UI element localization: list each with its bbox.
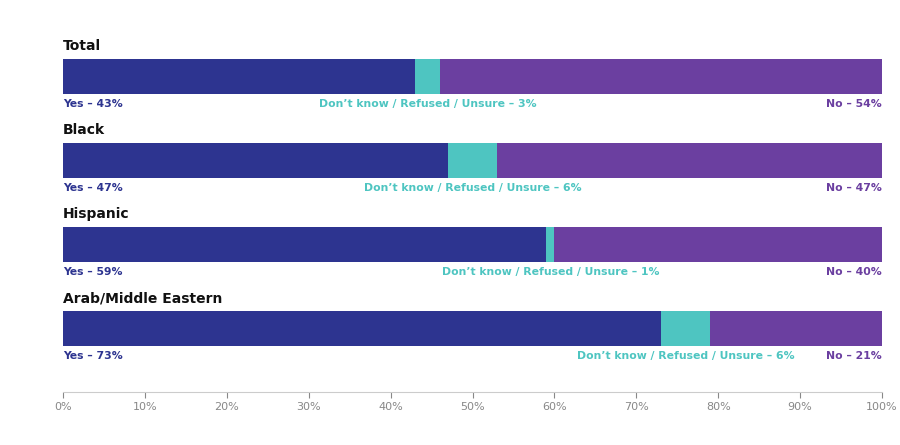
Text: Black: Black bbox=[63, 123, 105, 137]
Text: No – 54%: No – 54% bbox=[826, 99, 882, 109]
Bar bbox=[661, 311, 710, 346]
Bar bbox=[710, 311, 882, 346]
Bar bbox=[448, 143, 497, 178]
Text: No – 47%: No – 47% bbox=[826, 183, 882, 193]
Text: Arab/Middle Eastern: Arab/Middle Eastern bbox=[63, 291, 222, 305]
Bar bbox=[440, 59, 882, 94]
Text: Yes – 73%: Yes – 73% bbox=[63, 351, 122, 361]
Bar bbox=[63, 59, 415, 94]
Text: Total: Total bbox=[63, 39, 101, 53]
Text: Don’t know / Refused / Unsure – 6%: Don’t know / Refused / Unsure – 6% bbox=[577, 351, 795, 361]
Bar bbox=[415, 59, 440, 94]
Bar bbox=[554, 227, 882, 262]
Bar bbox=[546, 227, 554, 262]
Text: Yes – 43%: Yes – 43% bbox=[63, 99, 122, 109]
Text: Don’t know / Refused / Unsure – 6%: Don’t know / Refused / Unsure – 6% bbox=[364, 183, 581, 193]
Text: Hispanic: Hispanic bbox=[63, 207, 130, 221]
Text: No – 40%: No – 40% bbox=[826, 267, 882, 277]
Bar bbox=[63, 227, 546, 262]
Bar bbox=[63, 143, 448, 178]
Bar bbox=[63, 311, 661, 346]
Text: Don’t know / Refused / Unsure – 3%: Don’t know / Refused / Unsure – 3% bbox=[319, 99, 536, 109]
Bar bbox=[497, 143, 882, 178]
Text: Yes – 59%: Yes – 59% bbox=[63, 267, 122, 277]
Text: No – 21%: No – 21% bbox=[826, 351, 882, 361]
Text: Yes – 47%: Yes – 47% bbox=[63, 183, 122, 193]
Text: Don’t know / Refused / Unsure – 1%: Don’t know / Refused / Unsure – 1% bbox=[442, 267, 659, 277]
